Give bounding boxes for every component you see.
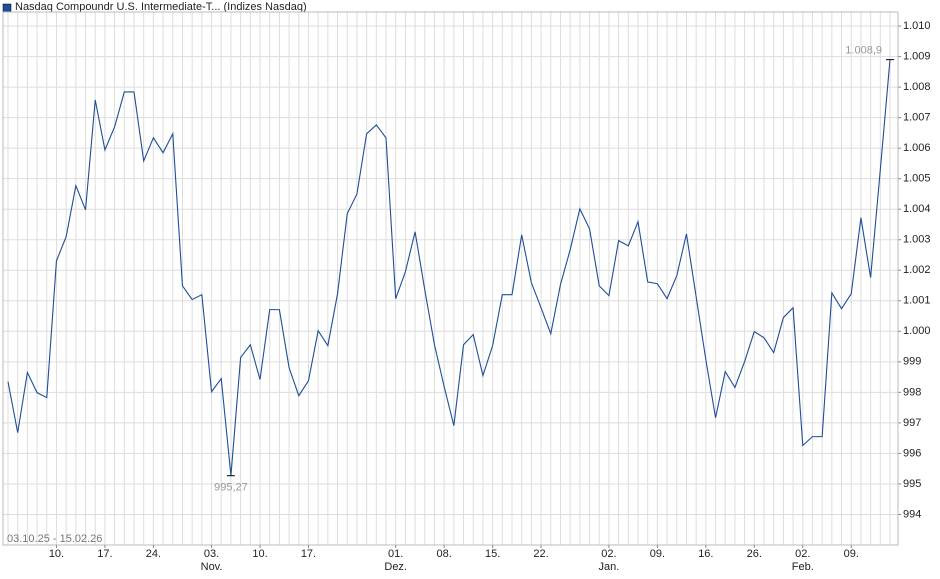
y-tick-label: 994 [903, 508, 921, 520]
series-line [7, 59, 891, 476]
value-label: 995,27 [214, 482, 248, 494]
y-tick-label: 1.004 [903, 203, 931, 215]
date-range: 03.10.25 - 15.02.26 [7, 533, 102, 545]
month-label: Feb. [792, 561, 814, 573]
x-tick-label: 10. [252, 548, 267, 560]
month-label: Dez. [384, 561, 407, 573]
x-tick-label: 17. [97, 548, 112, 560]
y-tick-label: 996 [903, 447, 921, 459]
x-tick-label: 10. [49, 548, 64, 560]
y-tick-label: 1.006 [903, 142, 931, 154]
y-tick-label: 1.007 [903, 112, 931, 124]
plot-area [3, 12, 898, 545]
y-tick-label: 1.001 [903, 295, 931, 307]
x-tick-label: 09. [650, 548, 665, 560]
y-tick-label: 995 [903, 478, 921, 490]
plot-border [2, 11, 899, 546]
y-tick-label: 999 [903, 356, 921, 368]
month-label: Nov. [201, 561, 223, 573]
y-tick-label: 1.010 [903, 20, 931, 32]
x-tick-label: 08. [437, 548, 452, 560]
x-tick-label: 26. [747, 548, 762, 560]
x-tick-label: 24. [146, 548, 161, 560]
y-tick-label: 1.005 [903, 173, 931, 185]
legend-swatch [2, 3, 12, 13]
x-tick-label: 17. [301, 548, 316, 560]
x-tick-label: 16. [698, 548, 713, 560]
x-tick-label: 01. [388, 548, 403, 560]
x-tick-label: 03. [204, 548, 219, 560]
value-label: 1.008,9 [845, 45, 882, 57]
x-tick-label: 02. [601, 548, 616, 560]
x-tick-label: 15. [485, 548, 500, 560]
x-tick-label: 09. [844, 548, 859, 560]
y-tick-label: 998 [903, 386, 921, 398]
y-tick-label: 1.009 [903, 50, 931, 62]
y-tick-label: 1.003 [903, 234, 931, 246]
y-tick-label: 1.008 [903, 81, 931, 93]
month-label: Jan. [599, 561, 620, 573]
x-tick-label: 22. [533, 548, 548, 560]
y-tick-label: 997 [903, 417, 921, 429]
x-tick-label: 02. [795, 548, 810, 560]
legend-label: Nasdaq Compoundr U.S. Intermediate-T... … [15, 1, 307, 13]
y-tick-label: 1.000 [903, 325, 931, 337]
y-tick-label: 1.002 [903, 264, 931, 276]
